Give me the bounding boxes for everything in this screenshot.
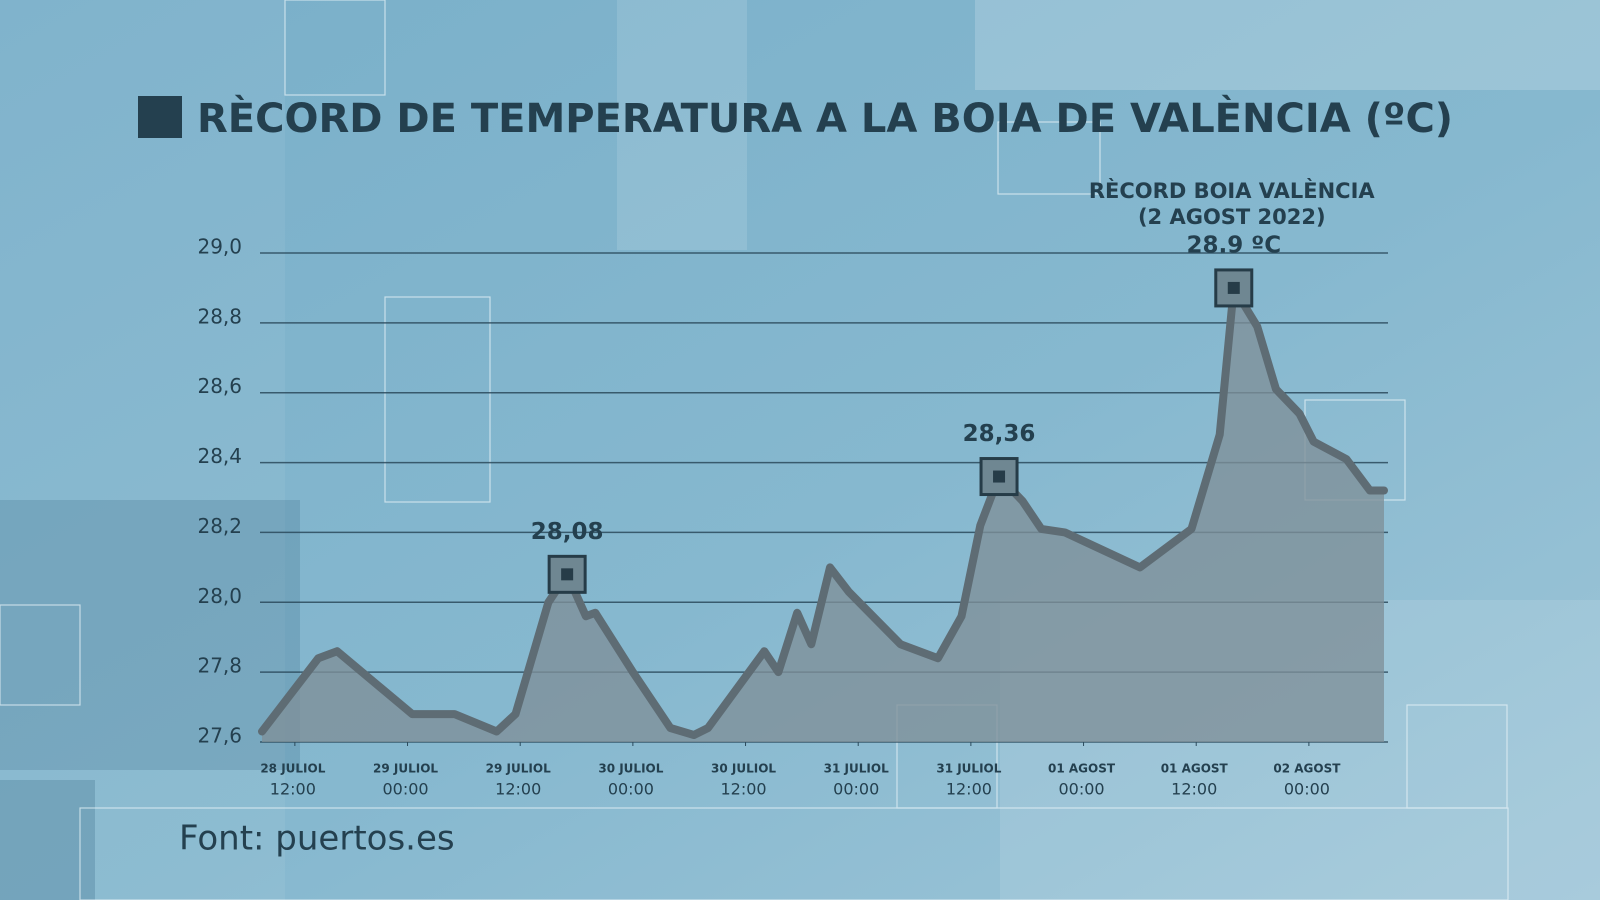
x-tick-label: 30 JULIOL xyxy=(598,762,663,776)
x-tick-label: 12:00 xyxy=(720,780,766,799)
source-note: Font: puertos.es xyxy=(179,819,455,859)
x-tick-label: 00:00 xyxy=(833,780,879,799)
title-marker xyxy=(138,96,182,138)
x-tick-label: 31 JULIOL xyxy=(824,762,889,776)
x-tick-label: 12:00 xyxy=(495,780,541,799)
point-marker xyxy=(561,568,574,581)
y-tick-label: 28,6 xyxy=(197,374,242,398)
y-tick-label: 28,8 xyxy=(197,304,242,328)
x-tick-label: 31 JULIOL xyxy=(936,762,1001,776)
x-tick-label: 29 JULIOL xyxy=(486,762,551,776)
point-marker xyxy=(993,470,1006,483)
x-tick-label: 00:00 xyxy=(1284,780,1330,799)
data-label: 28,08 xyxy=(531,519,604,545)
y-tick-label: 29,0 xyxy=(197,235,242,259)
y-tick-label: 27,8 xyxy=(197,654,242,678)
data-label: 28.9 ºC xyxy=(1186,232,1281,258)
x-tick-label: 00:00 xyxy=(382,780,428,799)
x-tick-label: 01 AGOST xyxy=(1161,762,1229,776)
chart-title: RÈCORD DE TEMPERATURA A LA BOIA DE VALÈN… xyxy=(197,94,1453,142)
x-tick-label: 12:00 xyxy=(1171,780,1217,799)
point-marker xyxy=(1227,281,1240,294)
x-tick-label: 12:00 xyxy=(946,780,992,799)
x-tick-label: 28 JULIOL xyxy=(260,762,325,776)
x-tick-label: 00:00 xyxy=(1058,780,1104,799)
annotation: (2 AGOST 2022) xyxy=(1138,205,1326,229)
x-tick-label: 00:00 xyxy=(608,780,654,799)
y-tick-label: 28,0 xyxy=(197,584,242,608)
y-tick-label: 27,6 xyxy=(197,724,242,748)
data-label: 28,36 xyxy=(963,421,1036,447)
x-tick-label: 30 JULIOL xyxy=(711,762,776,776)
x-tick-label: 01 AGOST xyxy=(1048,762,1116,776)
x-tick-label: 12:00 xyxy=(270,780,316,799)
x-tick-label: 29 JULIOL xyxy=(373,762,438,776)
annotation: RÈCORD BOIA VALÈNCIA xyxy=(1089,178,1376,203)
y-tick-label: 28,4 xyxy=(197,444,242,468)
y-tick-label: 28,2 xyxy=(197,514,242,538)
x-tick-label: 02 AGOST xyxy=(1273,762,1341,776)
